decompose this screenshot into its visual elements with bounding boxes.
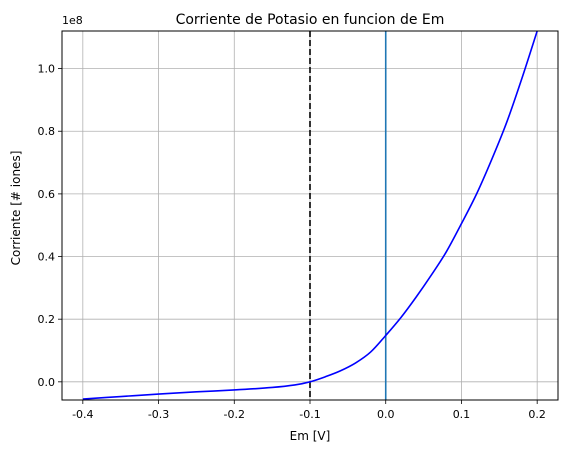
x-tick-label: -0.2 [224, 408, 245, 421]
x-tick-label: -0.3 [148, 408, 169, 421]
x-tick-label: 0.1 [453, 408, 471, 421]
series-line [82, 31, 538, 400]
x-tick-label: -0.1 [299, 408, 320, 421]
series [82, 31, 538, 400]
y-axis-label: Corriente [# iones] [9, 151, 23, 266]
x-ticks: -0.4 -0.3 -0.2 -0.1 0.0 0.1 0.2 [72, 400, 546, 421]
y-tick-label: 0.8 [38, 125, 56, 138]
y-offset-label: 1e8 [62, 14, 83, 27]
x-tick-label: 0.2 [528, 408, 546, 421]
chart-title: Corriente de Potasio en funcion de Em [176, 12, 445, 28]
plot-frame [61, 30, 559, 401]
y-tick-label: 0.4 [38, 251, 56, 264]
reference-lines [309, 31, 387, 400]
x-tick-label: -0.4 [72, 408, 93, 421]
y-tick-label: 0.0 [38, 376, 56, 389]
y-tick-label: 0.6 [38, 188, 56, 201]
y-tick-label: 1.0 [38, 63, 56, 76]
y-ticks: 0.0 0.2 0.4 0.6 0.8 1.0 [38, 63, 62, 389]
x-tick-label: 0.0 [377, 408, 395, 421]
x-axis-label: Em [V] [290, 429, 331, 443]
y-tick-label: 0.2 [38, 313, 56, 326]
